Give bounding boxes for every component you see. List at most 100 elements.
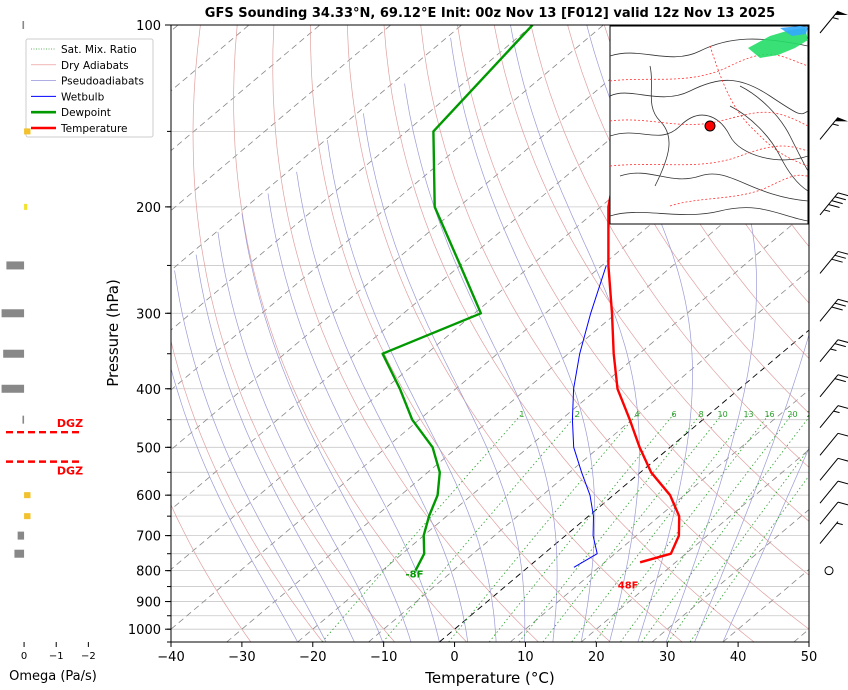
wind-barb	[819, 250, 848, 274]
mixing-ratio-label: 2	[575, 410, 580, 419]
inset-isobar	[610, 207, 808, 222]
x-tick-label: −40	[157, 650, 184, 665]
pseudoadiabat	[296, 171, 469, 642]
barb-flag	[837, 457, 848, 462]
wind-barb	[819, 298, 848, 322]
wind-barb	[819, 405, 848, 428]
barb-flag	[837, 250, 848, 255]
omega-bar	[17, 531, 25, 540]
y-tick-label: 1000	[128, 623, 161, 638]
pseudoadiabat	[363, 113, 526, 642]
legend-label: Pseudoadiabats	[61, 76, 144, 88]
y-tick-label: 700	[136, 530, 161, 545]
barb-staff	[819, 117, 839, 140]
mixing-ratio-line	[571, 413, 749, 642]
mixing-ratio-line	[542, 413, 724, 642]
pseudoadiabats	[171, 25, 809, 642]
wind-barbs	[819, 10, 848, 576]
barb-flag	[837, 501, 848, 506]
wind-barb	[819, 521, 843, 544]
mixing-ratio-line	[641, 416, 809, 642]
pseudoadiabat	[586, 25, 693, 642]
wind-barb	[824, 566, 834, 576]
x-tick-label: −20	[299, 650, 326, 665]
dry-adiabat	[530, 25, 809, 468]
dry-adiabat	[493, 25, 809, 522]
barb-flag	[831, 306, 843, 311]
inset-isobar	[619, 172, 808, 202]
inset-contour	[610, 54, 808, 82]
barb-staff	[819, 432, 839, 456]
legend-label: Wetbulb	[61, 91, 105, 103]
pseudoadiabat	[510, 25, 640, 642]
wind-barb	[819, 10, 848, 34]
barb-flag	[837, 480, 848, 485]
omega-bar	[1, 309, 25, 318]
barb-flag	[834, 254, 846, 259]
barb-staff	[819, 251, 839, 274]
inset-thickness-contours	[610, 45, 808, 207]
pseudoadiabat	[241, 213, 412, 642]
mixing-ratio-line	[448, 413, 638, 642]
barb-half-flag	[832, 17, 839, 20]
barb-half-flag	[833, 410, 840, 414]
pseudoadiabat	[217, 231, 384, 642]
x-tick-label: 0	[450, 650, 458, 665]
barb-staff	[819, 480, 839, 504]
surface-temperature-label: 48F	[618, 580, 639, 591]
y-tick-label: 200	[136, 201, 161, 216]
barb-staff	[819, 501, 839, 525]
inset-isobar	[610, 114, 808, 161]
barb-flag	[837, 339, 848, 343]
barb-staff	[819, 10, 839, 34]
mixing-ratio-label: 13	[743, 410, 753, 419]
barb-half-flag	[832, 123, 839, 126]
omega-bar	[6, 261, 25, 270]
omega-bar	[24, 513, 31, 520]
omega-bar	[22, 415, 25, 424]
barb-flag	[834, 196, 846, 201]
omega-bar	[14, 549, 25, 558]
wind-barb	[819, 339, 848, 363]
dry-adiabat	[603, 25, 809, 359]
barb-pennant	[834, 11, 848, 15]
mixing-ratio-line	[620, 413, 793, 642]
wind-barb	[819, 501, 848, 525]
plot-frame	[170, 24, 810, 643]
y-tick-label: 800	[136, 565, 161, 580]
dry-adiabat	[825, 25, 848, 642]
mixing-ratio-label: 1	[519, 410, 524, 419]
pseudoadiabat	[694, 25, 809, 642]
barb-half-flag	[830, 348, 837, 352]
wind-barb	[819, 432, 848, 456]
barb-flag	[837, 374, 848, 379]
pseudoadiabat	[722, 447, 809, 642]
barb-flag	[834, 343, 846, 348]
omega-bar	[24, 492, 31, 499]
omega-bar	[24, 203, 28, 210]
pseudoadiabat	[327, 139, 497, 642]
mixing-ratio-line	[667, 448, 809, 642]
dry-adiabats	[171, 25, 848, 642]
barb-flag	[837, 432, 848, 437]
mixing-ratio-label: 6	[671, 410, 676, 419]
pseudoadiabat	[174, 270, 327, 642]
legend-label: Dry Adiabats	[61, 60, 129, 72]
omega-bar	[1, 384, 25, 393]
mixing-ratio-line	[689, 475, 809, 642]
barb-staff	[819, 298, 839, 322]
dgz-label: DGZ	[57, 465, 83, 478]
mixing-ratio-line	[594, 413, 770, 642]
pseudoadiabat	[404, 83, 558, 642]
barb-flag	[837, 298, 848, 303]
dry-adiabat	[567, 25, 809, 414]
y-tick-label: 400	[136, 383, 161, 398]
wind-barb	[819, 480, 848, 504]
inset-contour	[610, 111, 808, 127]
y-axis-label: Pressure (hPa)	[104, 279, 122, 387]
dry-adiabat	[171, 339, 324, 642]
omega-tick-label: 0	[21, 651, 27, 662]
mixing-ratio-label: 8	[699, 410, 704, 419]
inset-contour	[709, 45, 808, 167]
